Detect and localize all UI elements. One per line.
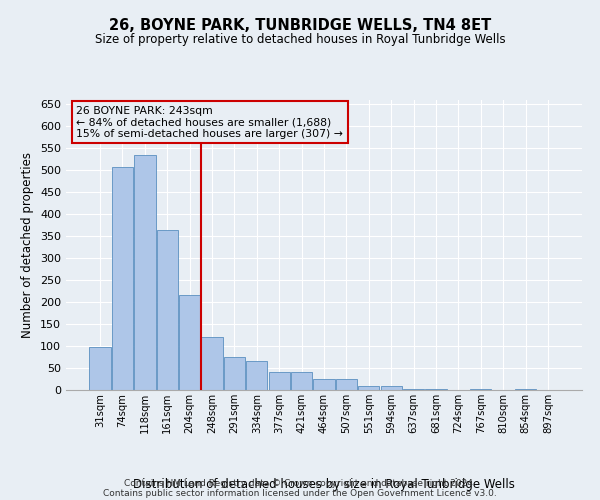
Text: Contains HM Land Registry data © Crown copyright and database right 2024.: Contains HM Land Registry data © Crown c… [124,478,476,488]
Text: Contains public sector information licensed under the Open Government Licence v3: Contains public sector information licen… [103,488,497,498]
Bar [246,360,268,390]
Bar [291,372,312,390]
Bar [224,357,245,390]
Y-axis label: Number of detached properties: Number of detached properties [22,152,34,338]
Bar [157,230,178,390]
Bar [179,295,200,390]
Bar [470,388,491,390]
Bar [380,386,402,390]
Text: Size of property relative to detached houses in Royal Tunbridge Wells: Size of property relative to detached ho… [95,32,505,46]
Bar [425,388,446,390]
X-axis label: Distribution of detached houses by size in Royal Tunbridge Wells: Distribution of detached houses by size … [133,478,515,490]
Bar [515,388,536,390]
Bar [112,167,133,390]
Bar [358,386,379,390]
Bar [336,379,357,390]
Bar [313,379,335,390]
Bar [269,372,290,390]
Text: 26, BOYNE PARK, TUNBRIDGE WELLS, TN4 8ET: 26, BOYNE PARK, TUNBRIDGE WELLS, TN4 8ET [109,18,491,32]
Bar [403,388,424,390]
Bar [134,156,155,390]
Text: 26 BOYNE PARK: 243sqm
← 84% of detached houses are smaller (1,688)
15% of semi-d: 26 BOYNE PARK: 243sqm ← 84% of detached … [76,106,343,139]
Bar [202,338,223,390]
Bar [89,348,111,390]
